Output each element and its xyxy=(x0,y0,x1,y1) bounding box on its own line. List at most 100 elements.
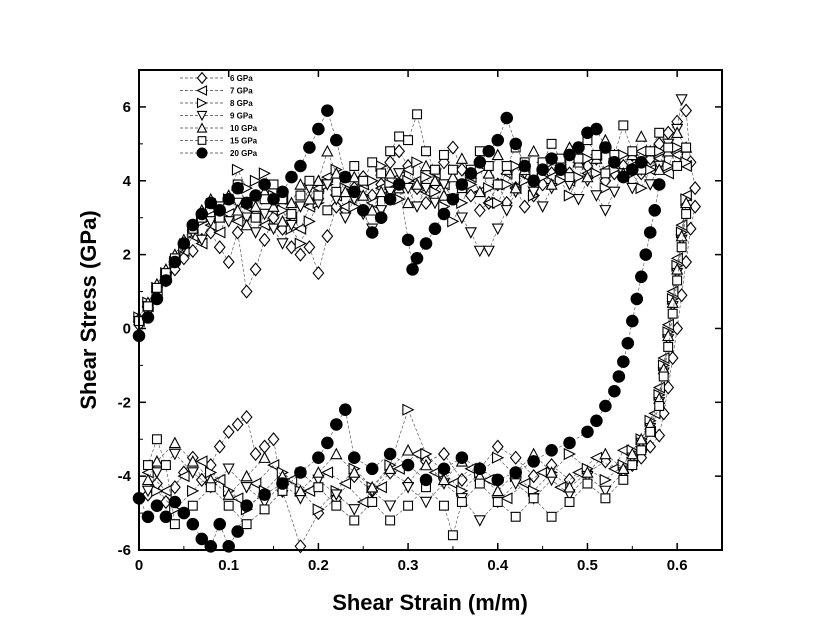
data-point xyxy=(267,458,280,472)
data-point xyxy=(186,517,200,531)
data-point xyxy=(338,477,352,490)
x-tick-label: 0.2 xyxy=(308,557,329,574)
data-point xyxy=(294,247,307,262)
data-point xyxy=(331,500,342,511)
data-point xyxy=(643,226,657,239)
data-point xyxy=(491,484,504,497)
data-point xyxy=(509,478,522,490)
data-point xyxy=(401,458,415,472)
data-point xyxy=(563,189,576,202)
data-point xyxy=(240,284,253,299)
data-point xyxy=(681,209,692,219)
data-point xyxy=(627,460,638,471)
data-point xyxy=(195,207,209,221)
data-point xyxy=(554,163,567,176)
data-point xyxy=(527,455,540,468)
data-point xyxy=(581,425,594,439)
data-point xyxy=(150,499,164,512)
data-point xyxy=(428,222,442,236)
data-point xyxy=(331,186,342,197)
x-tick-label: 0.6 xyxy=(667,557,688,574)
data-point xyxy=(618,474,629,485)
data-point xyxy=(590,122,603,136)
data-point xyxy=(617,355,630,368)
data-point xyxy=(591,149,602,160)
data-point xyxy=(358,175,369,186)
data-point xyxy=(437,207,451,221)
legend-label: 20 GPa xyxy=(230,149,258,158)
data-point xyxy=(249,189,262,202)
data-point xyxy=(240,218,253,231)
x-axis-title: Shear Strain (m/m) xyxy=(332,590,528,615)
legend-label: 15 GPa xyxy=(230,137,258,146)
data-point xyxy=(590,414,603,428)
data-point xyxy=(437,179,451,191)
data-point xyxy=(420,447,433,461)
legend-item: 7 GPa xyxy=(180,85,253,96)
data-point xyxy=(419,473,433,487)
data-point xyxy=(159,510,173,524)
data-point xyxy=(599,205,612,217)
data-point xyxy=(195,455,208,468)
series-line-loading xyxy=(138,109,642,336)
data-point xyxy=(483,182,496,195)
data-point xyxy=(365,226,379,239)
data-point xyxy=(367,497,378,507)
data-point xyxy=(169,519,180,530)
y-axis-ticks: -6 -4 -2 0 2 4 6 xyxy=(118,99,722,559)
series-line-loading xyxy=(138,99,682,322)
data-point xyxy=(159,484,172,498)
data-point xyxy=(671,126,684,138)
y-tick-label: 2 xyxy=(123,247,131,264)
legend-label: 9 GPa xyxy=(230,112,253,121)
data-point xyxy=(667,308,678,319)
data-point xyxy=(142,460,153,471)
data-point xyxy=(447,140,459,155)
data-point xyxy=(438,500,449,511)
data-point xyxy=(168,495,182,509)
data-point xyxy=(249,477,262,490)
data-point xyxy=(231,215,244,228)
data-point xyxy=(367,157,378,168)
data-point xyxy=(349,515,360,526)
data-point xyxy=(402,403,415,416)
data-point xyxy=(150,455,164,467)
data-point xyxy=(222,463,235,476)
data-point xyxy=(599,447,612,460)
data-point xyxy=(612,370,626,383)
data-point xyxy=(599,473,612,486)
data-point xyxy=(294,466,307,479)
data-point xyxy=(581,170,594,183)
data-point xyxy=(421,146,431,157)
legend-marker xyxy=(196,97,208,109)
data-point xyxy=(295,190,306,201)
data-point xyxy=(213,240,226,255)
data-point xyxy=(500,205,513,217)
data-point xyxy=(267,223,280,236)
data-point xyxy=(447,530,458,541)
data-point xyxy=(150,292,164,306)
data-point xyxy=(258,488,271,501)
data-point xyxy=(231,417,244,432)
data-point xyxy=(654,127,665,138)
data-point xyxy=(590,190,603,202)
legend-item: 15 GPa xyxy=(180,136,258,146)
data-point xyxy=(491,223,504,236)
data-point xyxy=(249,174,263,187)
data-point xyxy=(590,167,603,180)
data-point xyxy=(491,439,504,454)
data-point xyxy=(330,199,343,214)
data-point xyxy=(608,384,621,398)
data-point xyxy=(383,192,397,206)
data-point xyxy=(509,181,522,194)
y-axis-title: Shear Stress (GPa) xyxy=(76,210,101,409)
data-point xyxy=(473,203,486,218)
data-point xyxy=(438,446,450,462)
data-point xyxy=(563,148,576,162)
data-point xyxy=(518,159,531,173)
data-point xyxy=(339,212,352,225)
data-point xyxy=(455,212,469,225)
data-point xyxy=(240,212,253,225)
data-point xyxy=(412,109,423,120)
data-point xyxy=(528,493,539,504)
